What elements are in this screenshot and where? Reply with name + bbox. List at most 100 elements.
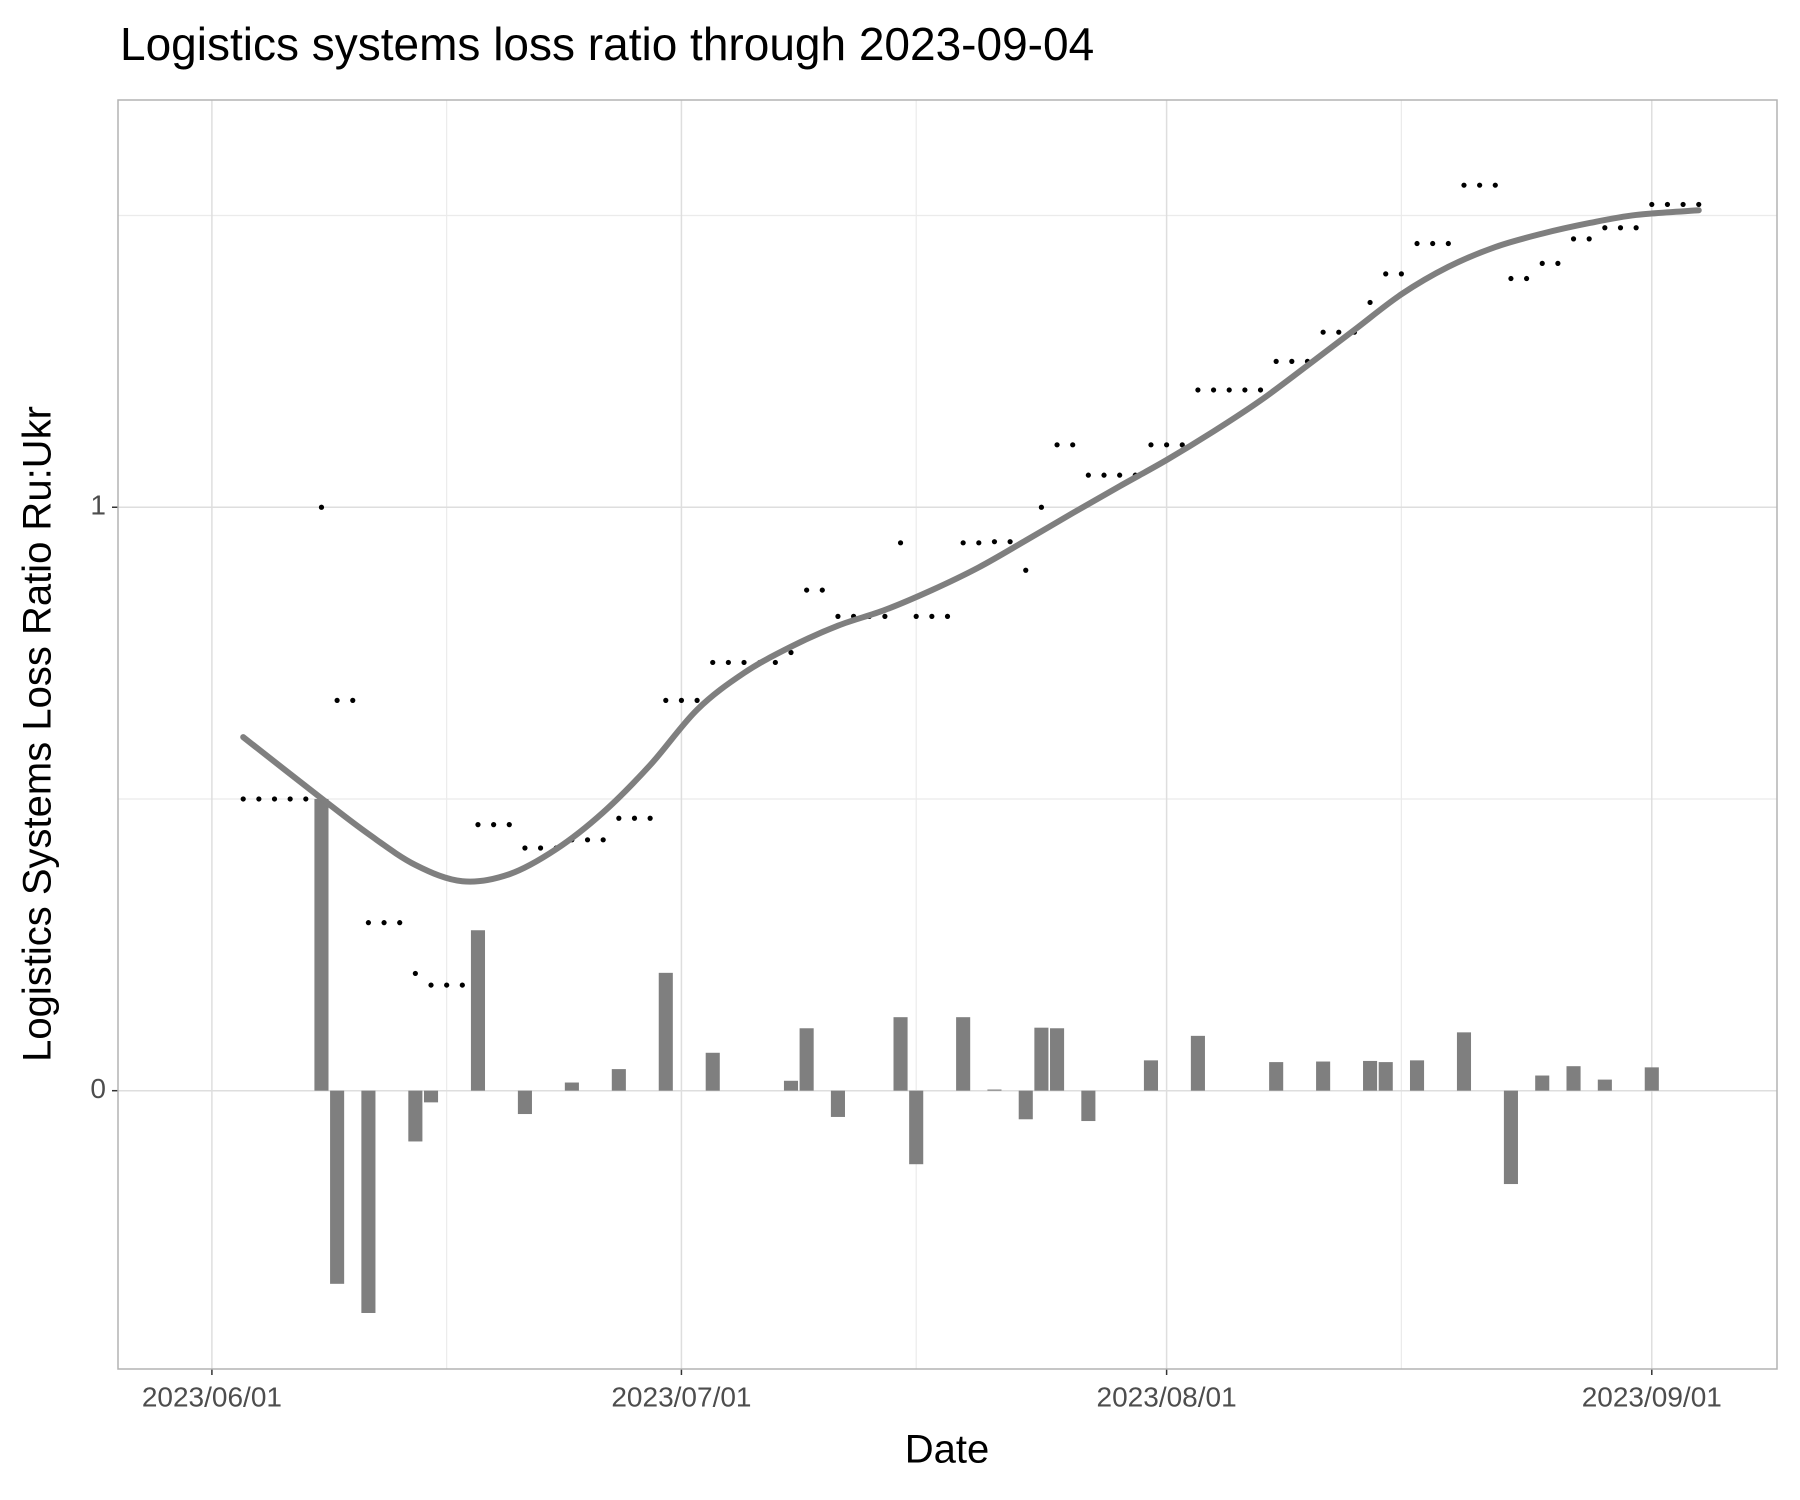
bar — [361, 1090, 376, 1313]
bar — [1409, 1060, 1425, 1091]
point — [491, 822, 497, 828]
point — [365, 920, 372, 926]
bar — [517, 1090, 532, 1115]
point — [1289, 358, 1295, 364]
bar — [893, 1017, 908, 1091]
point — [397, 920, 403, 926]
bar — [1503, 1090, 1518, 1185]
point — [1367, 299, 1373, 306]
point — [303, 796, 309, 802]
bar — [470, 930, 486, 1091]
point — [929, 613, 935, 619]
bar — [1034, 1027, 1049, 1091]
bar — [1456, 1032, 1472, 1091]
bar — [611, 1069, 626, 1091]
point — [1007, 539, 1013, 545]
x-axis-label: Date — [905, 1428, 990, 1472]
point — [1508, 275, 1514, 282]
point — [1226, 387, 1232, 393]
point — [678, 697, 685, 703]
bar — [330, 1090, 345, 1284]
x-tick-label: 2023/06/01 — [142, 1381, 282, 1412]
point — [976, 540, 982, 546]
point — [1085, 472, 1091, 478]
bar — [1566, 1066, 1581, 1091]
point — [1492, 182, 1498, 188]
point — [522, 845, 528, 851]
point — [1257, 387, 1264, 393]
bar — [1535, 1075, 1550, 1091]
point — [772, 659, 778, 666]
bar — [987, 1089, 1002, 1091]
point — [1586, 236, 1592, 242]
point — [960, 540, 966, 546]
bar — [423, 1090, 439, 1103]
point — [1164, 442, 1170, 448]
point — [334, 697, 340, 703]
point — [1054, 442, 1060, 448]
point — [459, 982, 465, 988]
point — [318, 504, 325, 510]
point — [694, 697, 700, 703]
point — [913, 613, 919, 619]
point — [1445, 240, 1451, 247]
point — [882, 613, 888, 619]
bar — [1597, 1079, 1612, 1091]
point — [1398, 271, 1404, 277]
point — [1117, 472, 1123, 478]
point — [287, 796, 293, 802]
y-tick-label: 1 — [90, 490, 106, 521]
bar — [658, 972, 673, 1091]
bar — [1081, 1090, 1096, 1122]
point — [725, 659, 731, 666]
point — [1617, 225, 1624, 231]
bar — [564, 1082, 579, 1091]
point — [1477, 182, 1483, 188]
bar — [783, 1080, 799, 1091]
point — [1649, 201, 1655, 208]
point — [631, 815, 638, 821]
point — [741, 659, 747, 666]
point — [444, 982, 450, 988]
point — [240, 796, 246, 802]
point — [1023, 567, 1029, 573]
point — [271, 796, 278, 802]
point — [412, 970, 418, 977]
bar — [408, 1090, 423, 1142]
point — [1336, 329, 1342, 335]
point — [1179, 442, 1185, 448]
x-tick-label: 2023/07/01 — [611, 1381, 751, 1412]
point — [663, 697, 669, 703]
point — [428, 982, 434, 988]
point — [1461, 182, 1467, 188]
point — [788, 649, 794, 656]
point — [944, 613, 951, 619]
chart-title: Logistics systems loss ratio through 202… — [120, 18, 1094, 70]
bar — [956, 1017, 971, 1091]
point — [1570, 236, 1577, 242]
panel-border — [117, 99, 1778, 1370]
point — [1195, 387, 1201, 393]
point — [991, 539, 998, 545]
bar — [799, 1028, 814, 1091]
point — [616, 815, 622, 821]
point — [1555, 260, 1561, 266]
point — [256, 796, 262, 802]
point — [819, 587, 825, 593]
bar — [1644, 1067, 1659, 1091]
point — [804, 587, 810, 593]
point — [1633, 225, 1639, 231]
bar — [705, 1052, 720, 1091]
bar — [1050, 1028, 1065, 1091]
point — [1070, 442, 1076, 448]
x-tick-label: 2023/09/01 — [1582, 1381, 1722, 1412]
point — [1148, 442, 1154, 448]
point — [1414, 240, 1420, 247]
point — [1696, 201, 1702, 208]
point — [506, 822, 512, 828]
point — [1320, 329, 1326, 335]
point — [1383, 271, 1389, 277]
point — [1523, 275, 1530, 282]
